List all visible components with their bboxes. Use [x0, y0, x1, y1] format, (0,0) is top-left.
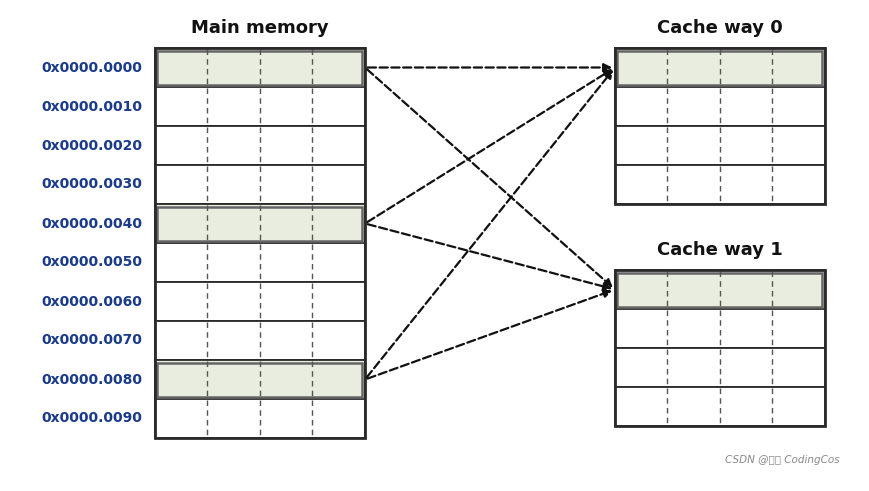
- Bar: [155, 87, 365, 126]
- Text: 0x0000.0060: 0x0000.0060: [41, 295, 142, 308]
- Bar: [614, 387, 824, 426]
- Bar: [614, 48, 824, 87]
- Text: 0x0000.0090: 0x0000.0090: [41, 411, 142, 426]
- Text: 0x0000.0080: 0x0000.0080: [41, 373, 142, 386]
- Text: 0x0000.0030: 0x0000.0030: [41, 178, 142, 191]
- Bar: [157, 362, 362, 397]
- Bar: [614, 348, 824, 387]
- Bar: [155, 48, 365, 438]
- Text: Cache way 0: Cache way 0: [656, 19, 782, 37]
- Bar: [614, 48, 824, 204]
- Bar: [155, 360, 365, 399]
- Bar: [155, 399, 365, 438]
- Text: Main memory: Main memory: [191, 19, 328, 37]
- Text: 0x0000.0000: 0x0000.0000: [41, 60, 142, 75]
- Bar: [157, 51, 362, 84]
- Text: 0x0000.0070: 0x0000.0070: [41, 333, 142, 348]
- Bar: [155, 204, 365, 243]
- Text: 0x0000.0050: 0x0000.0050: [41, 255, 142, 270]
- Text: Cache way 1: Cache way 1: [656, 241, 782, 259]
- Bar: [614, 309, 824, 348]
- Bar: [614, 87, 824, 126]
- Bar: [155, 165, 365, 204]
- Bar: [155, 321, 365, 360]
- Bar: [155, 126, 365, 165]
- Bar: [614, 165, 824, 204]
- Bar: [155, 243, 365, 282]
- Bar: [157, 207, 362, 241]
- Text: 0x0000.0020: 0x0000.0020: [41, 138, 142, 153]
- Bar: [614, 270, 824, 426]
- Bar: [617, 273, 821, 306]
- Bar: [614, 270, 824, 309]
- Text: CSDN @土公 CodingCos: CSDN @土公 CodingCos: [725, 455, 839, 465]
- Text: 0x0000.0040: 0x0000.0040: [41, 217, 142, 230]
- Bar: [155, 48, 365, 87]
- Bar: [614, 126, 824, 165]
- Text: 0x0000.0010: 0x0000.0010: [41, 100, 142, 113]
- Bar: [155, 282, 365, 321]
- Bar: [617, 51, 821, 84]
